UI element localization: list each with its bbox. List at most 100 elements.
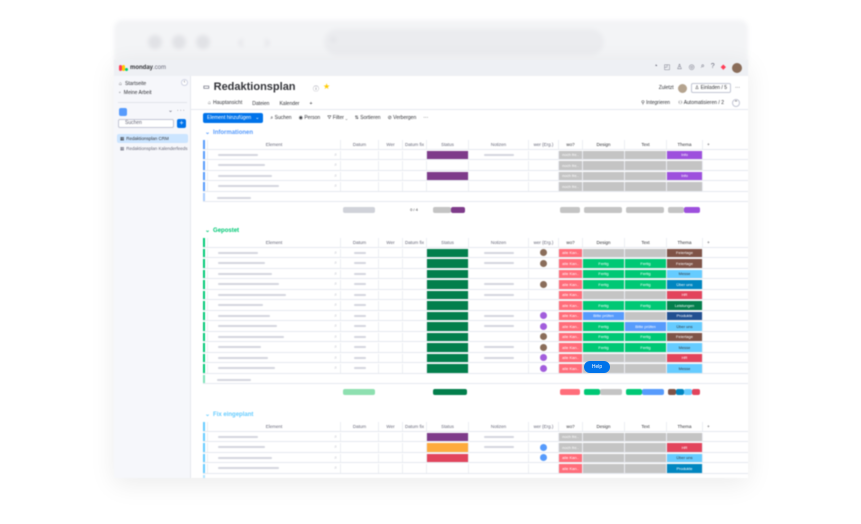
column-header-col2[interactable]: Datum — [340, 422, 378, 431]
cell-col2[interactable] — [340, 322, 378, 331]
cell-notes[interactable] — [468, 290, 528, 299]
cell-text[interactable]: Fertig — [624, 280, 666, 289]
cell-col4[interactable] — [402, 280, 426, 289]
cell-text[interactable]: Fertig — [624, 343, 666, 352]
cell-status[interactable] — [426, 332, 468, 341]
cell-design[interactable] — [582, 161, 624, 170]
cell-col3[interactable] — [378, 332, 402, 341]
cell-notes[interactable] — [468, 171, 528, 180]
cell-status[interactable] — [426, 353, 468, 362]
group-title[interactable]: ⌄ Gepostet — [205, 227, 239, 235]
cell-col2[interactable] — [340, 311, 378, 320]
cell-col3[interactable] — [378, 171, 402, 180]
conversation-icon[interactable]: ⌕ — [334, 433, 337, 440]
avatar[interactable] — [540, 333, 547, 341]
table-row[interactable]: ⌕ alle Kan.. Fertig Fertig Feiertage — [203, 332, 748, 342]
new-item-button[interactable]: Element hinzufügen ⌄ — [203, 113, 264, 123]
cell-name[interactable]: ⌕ — [207, 332, 340, 341]
avatar[interactable] — [540, 364, 547, 372]
cell-theme[interactable]: Über uns — [666, 322, 702, 331]
table-row[interactable]: ⌕ alle Kan.. Produkte — [203, 464, 748, 474]
cell-design[interactable] — [582, 453, 624, 462]
cell-person[interactable] — [528, 248, 558, 257]
cell-col3[interactable] — [378, 353, 402, 362]
cell-status[interactable] — [426, 364, 468, 373]
table-row[interactable]: ⌕ noch fre.. Info — [203, 171, 748, 181]
avatar[interactable] — [677, 83, 687, 93]
cell-notes[interactable] — [468, 182, 528, 191]
conversation-icon[interactable]: ⌕ — [334, 291, 337, 298]
cell-person[interactable] — [528, 259, 558, 268]
board-title[interactable]: ▭ Redaktionsplan — [203, 81, 296, 93]
column-header-name[interactable]: Element — [207, 238, 340, 247]
cell-status[interactable] — [426, 280, 468, 289]
workspace-more-icon[interactable]: ⌄ ··· — [168, 108, 186, 114]
cell-theme[interactable]: HR — [666, 353, 702, 362]
more-icon[interactable]: ··· — [735, 85, 740, 91]
cell-person[interactable] — [528, 150, 558, 159]
cell-theme[interactable]: HR — [666, 443, 702, 452]
column-header-col3[interactable]: Wer — [378, 422, 402, 431]
cell-name[interactable]: ⌕ — [207, 464, 340, 473]
avatar[interactable] — [540, 443, 547, 451]
cell-col2[interactable] — [340, 432, 378, 441]
cell-col3[interactable] — [378, 280, 402, 289]
column-header-status[interactable]: Status — [426, 238, 468, 247]
cell-notes[interactable] — [468, 353, 528, 362]
cell-person[interactable] — [528, 453, 558, 462]
cell-theme[interactable]: Messe — [666, 269, 702, 278]
cell-text[interactable] — [624, 161, 666, 170]
avatar[interactable] — [540, 249, 547, 257]
cell-person[interactable] — [528, 161, 558, 170]
add-view-button[interactable]: + — [304, 98, 317, 110]
cell-text[interactable] — [624, 364, 666, 373]
sidebar-item-home[interactable]: ⌂ Startseite — [119, 81, 146, 87]
cell-text[interactable] — [624, 443, 666, 452]
cell-design[interactable] — [582, 248, 624, 257]
cell-col3[interactable] — [378, 364, 402, 373]
cell-col2[interactable] — [340, 453, 378, 462]
table-row[interactable]: ⌕ alle Kan.. Feiertage — [203, 248, 748, 258]
column-header-text[interactable]: Text — [624, 140, 666, 149]
cell-add[interactable] — [702, 269, 714, 278]
sidebar-board-item[interactable]: ▦ Redaktionsplan CRM — [117, 134, 188, 143]
sort-button[interactable]: ⇅ Sortieren — [355, 115, 381, 121]
cell-col4[interactable] — [402, 432, 426, 441]
url-bar[interactable] — [324, 29, 604, 55]
cell-notes[interactable] — [468, 443, 528, 452]
hide-button[interactable]: ⊘ Verbergen — [388, 115, 417, 121]
table-row[interactable]: ⌕ alle Kan.. Über uns — [203, 453, 748, 463]
forward-arrow-icon[interactable]: › — [264, 32, 270, 52]
column-header-theme[interactable]: Thema — [666, 140, 702, 149]
group-title[interactable]: ⌄ Informationen — [205, 129, 253, 137]
cell-theme[interactable]: Feiertage — [666, 248, 702, 257]
cell-design[interactable] — [582, 443, 624, 452]
cell-col3[interactable] — [378, 182, 402, 191]
cell-person[interactable] — [528, 182, 558, 191]
cell-status[interactable] — [426, 443, 468, 452]
cell-col4[interactable] — [402, 322, 426, 331]
column-header-text[interactable]: Text — [624, 422, 666, 431]
cell-person[interactable] — [528, 364, 558, 373]
conversation-icon[interactable]: ⌕ — [334, 454, 337, 461]
window-maximize-dot[interactable] — [196, 35, 210, 49]
cell-person[interactable] — [528, 301, 558, 310]
cell-status[interactable] — [426, 290, 468, 299]
cell-person[interactable] — [528, 322, 558, 331]
chevron-down-icon[interactable]: ⌄ — [205, 130, 211, 136]
conversation-icon[interactable]: ⌕ — [334, 260, 337, 267]
cell-wo[interactable]: alle Kan.. — [558, 464, 582, 473]
cell-notes[interactable] — [468, 432, 528, 441]
cell-notes[interactable] — [468, 269, 528, 278]
cell-name[interactable]: ⌕ — [207, 171, 340, 180]
cell-person[interactable] — [528, 343, 558, 352]
tab-files[interactable]: Dateien — [247, 98, 274, 110]
cell-add[interactable] — [702, 161, 714, 170]
cell-status[interactable] — [426, 432, 468, 441]
cell-notes[interactable] — [468, 322, 528, 331]
cell-col2[interactable] — [340, 364, 378, 373]
cell-notes[interactable] — [468, 301, 528, 310]
column-header-col4[interactable]: Datum fix — [402, 422, 426, 431]
cell-theme[interactable]: Über uns — [666, 453, 702, 462]
cell-notes[interactable] — [468, 161, 528, 170]
